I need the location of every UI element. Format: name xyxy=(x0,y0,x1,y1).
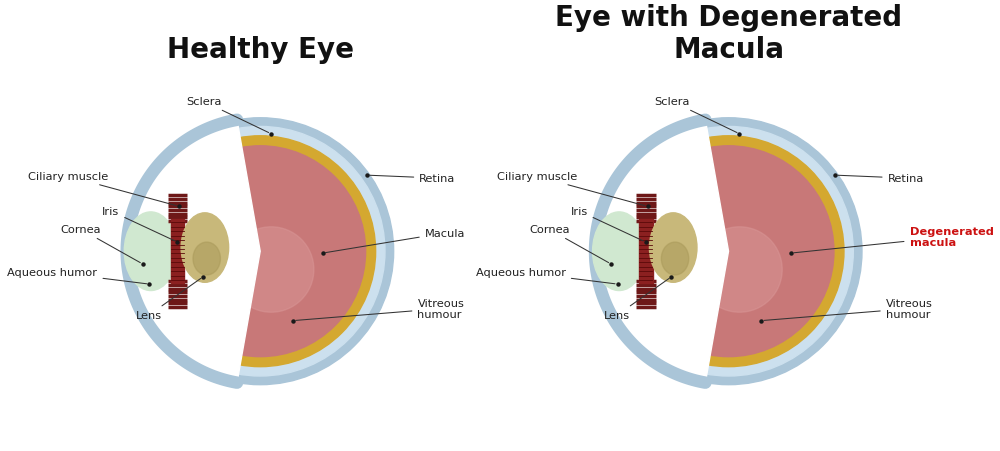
Circle shape xyxy=(595,119,862,385)
FancyBboxPatch shape xyxy=(171,220,184,284)
Text: Iris: Iris xyxy=(102,207,175,241)
Ellipse shape xyxy=(181,213,229,283)
Ellipse shape xyxy=(124,212,177,291)
Title: Healthy Eye: Healthy Eye xyxy=(167,36,354,64)
Text: Sclera: Sclera xyxy=(186,97,269,133)
Circle shape xyxy=(127,119,394,385)
FancyBboxPatch shape xyxy=(639,220,653,284)
Text: Ciliary muscle: Ciliary muscle xyxy=(497,172,645,206)
Ellipse shape xyxy=(193,243,220,276)
Wedge shape xyxy=(588,113,729,390)
Text: Aqueous humor: Aqueous humor xyxy=(476,267,615,284)
Text: Macula: Macula xyxy=(326,228,465,253)
Text: Iris: Iris xyxy=(571,207,643,241)
Text: Vitreous
humour: Vitreous humour xyxy=(296,298,464,321)
Circle shape xyxy=(145,137,376,367)
Circle shape xyxy=(228,227,314,313)
Text: Degenerated
macula: Degenerated macula xyxy=(794,226,993,253)
Circle shape xyxy=(613,137,844,367)
Wedge shape xyxy=(119,113,260,390)
Ellipse shape xyxy=(593,212,646,291)
Ellipse shape xyxy=(661,243,689,276)
Text: Vitreous
humour: Vitreous humour xyxy=(764,298,933,321)
Title: Eye with Degenerated
Macula: Eye with Degenerated Macula xyxy=(555,4,902,64)
Text: Cornea: Cornea xyxy=(61,225,140,263)
Ellipse shape xyxy=(649,213,697,283)
Text: Sclera: Sclera xyxy=(654,97,737,133)
Circle shape xyxy=(135,127,385,376)
Text: Lens: Lens xyxy=(136,279,201,321)
Text: Retina: Retina xyxy=(370,174,455,184)
Text: Aqueous humor: Aqueous humor xyxy=(7,267,147,284)
Circle shape xyxy=(623,147,834,357)
Text: Ciliary muscle: Ciliary muscle xyxy=(28,172,177,206)
Circle shape xyxy=(155,147,366,357)
Text: Retina: Retina xyxy=(838,174,924,184)
Circle shape xyxy=(604,127,853,376)
Text: Cornea: Cornea xyxy=(529,225,609,263)
Text: Lens: Lens xyxy=(604,279,669,321)
Circle shape xyxy=(697,227,782,313)
